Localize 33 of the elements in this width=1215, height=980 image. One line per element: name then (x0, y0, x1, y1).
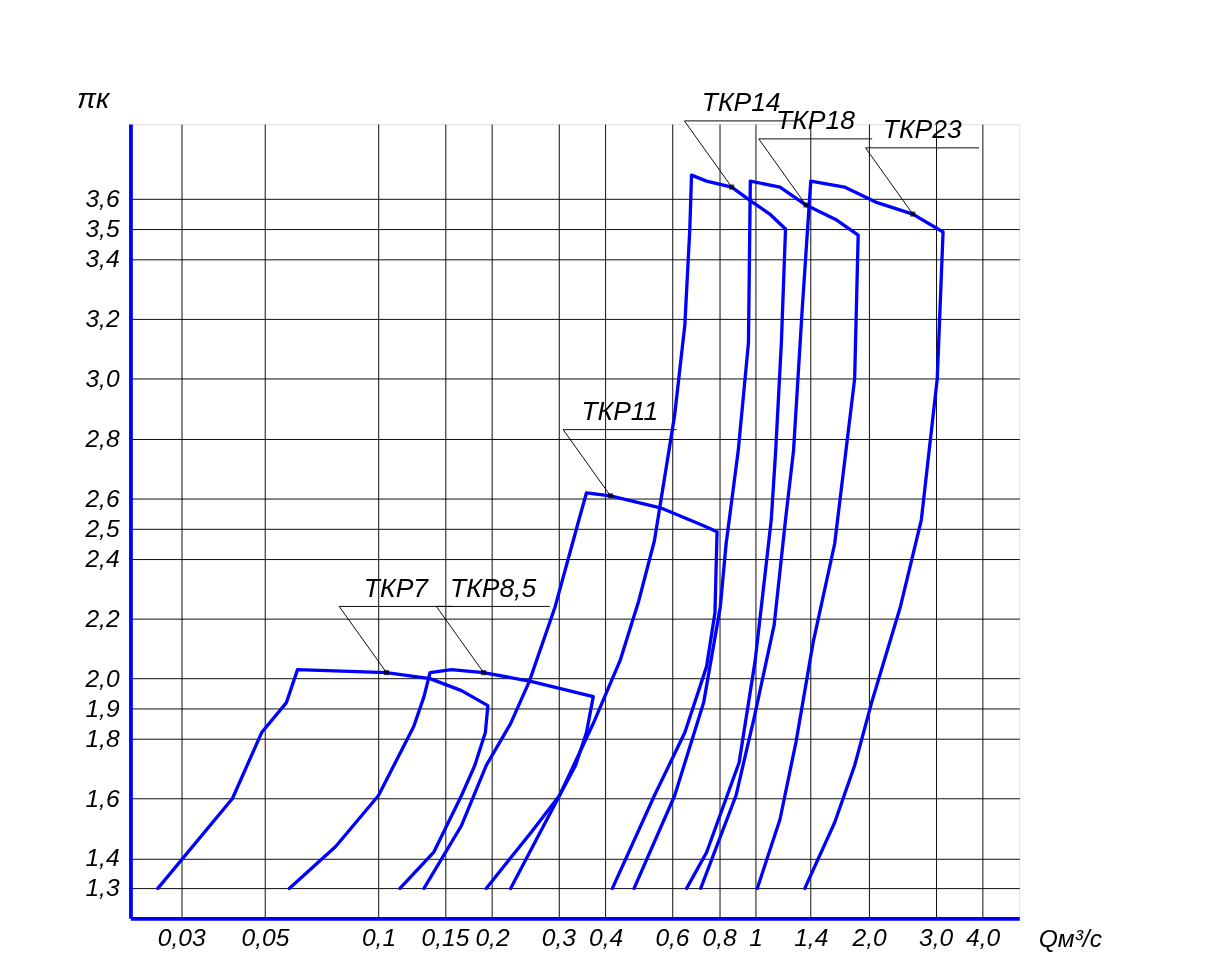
y-tick-label: 1,3 (85, 874, 120, 902)
x-tick-label: 4,0 (966, 924, 1001, 952)
x-tick-label: 1 (749, 924, 763, 952)
x-tick-label: 0,15 (421, 924, 470, 952)
x-tick-label: 1,4 (794, 924, 829, 952)
y-tick-label: 2,8 (84, 424, 120, 452)
x-tick-label: 0,2 (475, 924, 510, 952)
annotation: ТКР23 (882, 114, 962, 145)
y-tick-label: 2,4 (84, 544, 120, 572)
y-tick-label: 3,2 (85, 304, 120, 332)
y-tick-label: 1,4 (85, 844, 120, 872)
x-tick-label: 0,8 (702, 924, 737, 952)
y-tick-label: 3,0 (85, 364, 120, 392)
y-tick-label: 3,5 (85, 215, 120, 243)
y-tick-label: 1,6 (85, 784, 120, 812)
x-tick-label: 0,4 (588, 924, 624, 952)
y-tick-label: 1,8 (85, 724, 120, 752)
x-axis-title: Qм³/с (1038, 925, 1103, 953)
y-tick-label: 2,5 (84, 514, 120, 542)
x-tick-label: 0,05 (241, 924, 290, 952)
y-tick-label: 3,6 (85, 185, 120, 213)
x-tick-label: 0,1 (361, 924, 397, 952)
y-tick-label: 2,2 (84, 604, 120, 632)
x-tick-label: 3,0 (918, 924, 954, 952)
x-tick-label: 0,6 (655, 924, 690, 952)
x-tick-label: 0,03 (157, 924, 206, 952)
x-tick-label: 0,3 (541, 924, 577, 952)
y-tick-label: 1,9 (85, 694, 120, 722)
y-tick-label: 2,6 (84, 484, 120, 512)
y-tick-label: 3,4 (85, 245, 120, 273)
y-tick-label: 2,0 (84, 664, 120, 692)
x-tick-label: 2,0 (851, 924, 888, 952)
y-axis-title: πк (76, 81, 111, 114)
